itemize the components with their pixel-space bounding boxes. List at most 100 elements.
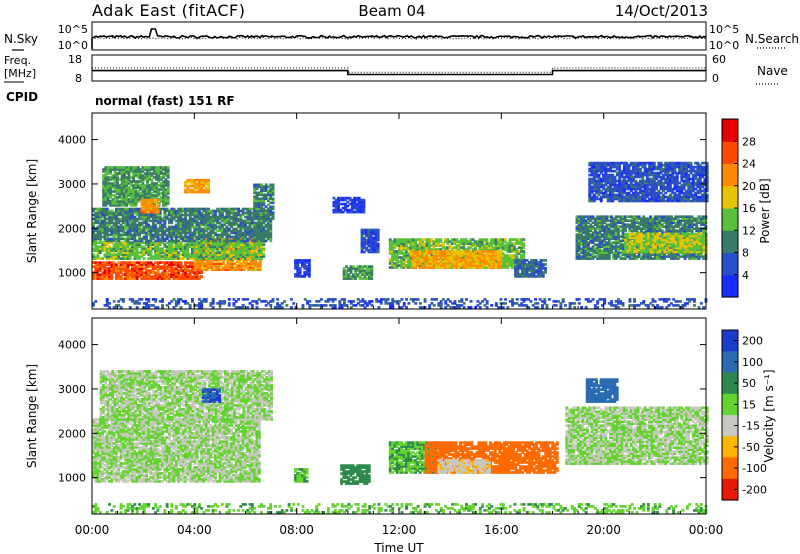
heat-cell bbox=[162, 200, 165, 203]
heat-cell bbox=[96, 277, 100, 280]
heat-cell bbox=[92, 207, 95, 211]
heat-cell bbox=[207, 219, 210, 223]
heat-cell bbox=[147, 245, 151, 248]
heat-cell bbox=[267, 209, 270, 213]
heat-cell bbox=[216, 221, 220, 225]
heat-cell bbox=[179, 209, 183, 213]
heat-cell bbox=[110, 239, 114, 243]
heat-cell bbox=[132, 188, 136, 191]
heat-cell bbox=[195, 277, 199, 280]
heat-cell bbox=[232, 227, 236, 231]
heat-cell bbox=[103, 229, 107, 233]
heat-cell bbox=[128, 225, 132, 229]
heat-cell bbox=[139, 194, 142, 197]
heat-cell bbox=[200, 219, 204, 223]
heat-cell bbox=[214, 241, 217, 244]
heat-cell bbox=[151, 235, 155, 239]
heat-cell bbox=[215, 264, 218, 267]
heat-cell bbox=[200, 247, 204, 250]
heat-cell bbox=[117, 207, 121, 211]
heat-cell bbox=[234, 231, 238, 235]
heat-cell bbox=[184, 188, 187, 192]
heat-cell bbox=[96, 255, 100, 258]
heat-cell bbox=[197, 184, 201, 188]
heat-cell bbox=[133, 261, 137, 264]
heat-cell bbox=[140, 208, 144, 212]
heat-cell bbox=[200, 243, 204, 246]
heat-cell bbox=[166, 192, 170, 195]
heat-cell bbox=[224, 264, 228, 267]
heat-cell bbox=[154, 261, 158, 264]
heat-cell bbox=[116, 192, 119, 195]
heat-cell bbox=[264, 219, 268, 223]
heat-cell bbox=[191, 261, 194, 264]
heat-cell bbox=[220, 227, 224, 231]
heat-cell bbox=[255, 237, 259, 241]
heat-cell bbox=[172, 275, 176, 278]
heat-cell bbox=[152, 188, 156, 191]
heat-cell bbox=[218, 233, 222, 237]
heat-cell bbox=[197, 188, 201, 192]
heat-cell bbox=[110, 277, 114, 280]
heat-cell bbox=[138, 239, 141, 243]
heat-cell bbox=[184, 229, 187, 233]
heat-cell bbox=[260, 221, 263, 225]
heat-cell bbox=[174, 239, 178, 243]
heat-cell bbox=[250, 257, 254, 260]
heat-cell bbox=[211, 237, 215, 241]
heat-cell bbox=[96, 207, 100, 211]
heat-cell bbox=[227, 243, 231, 246]
heat-cell bbox=[197, 213, 201, 217]
freq-panel: Freq. [MHz] 18 8 60 0 Nave bbox=[4, 53, 788, 85]
heat-cell bbox=[127, 170, 131, 173]
heat-cell bbox=[117, 235, 121, 239]
heat-cell bbox=[109, 184, 112, 187]
heat-cell bbox=[154, 219, 158, 223]
heat-cell bbox=[151, 277, 155, 280]
heat-cell bbox=[227, 217, 231, 221]
heat-cell bbox=[218, 253, 222, 256]
heat-cell bbox=[129, 200, 133, 203]
heat-cell bbox=[230, 217, 233, 221]
heat-cell bbox=[212, 264, 216, 267]
heat-cell bbox=[96, 213, 100, 217]
heat-cell bbox=[147, 204, 151, 208]
heat-cell bbox=[155, 186, 159, 189]
frequency-line bbox=[92, 69, 706, 76]
heat-cell bbox=[94, 217, 98, 221]
heat-cell bbox=[244, 257, 247, 260]
heat-cell bbox=[119, 253, 123, 256]
heat-cell bbox=[147, 261, 151, 264]
heat-cell bbox=[232, 247, 236, 250]
heat-cell bbox=[241, 223, 245, 227]
heat-cell bbox=[108, 249, 111, 252]
heat-cell bbox=[242, 262, 246, 265]
heat-cell bbox=[106, 184, 110, 187]
heat-cell bbox=[120, 178, 124, 181]
heat-cell bbox=[193, 182, 197, 186]
heat-cell bbox=[98, 263, 102, 266]
heat-cell bbox=[98, 211, 102, 215]
heat-cell bbox=[186, 229, 190, 233]
heat-cell bbox=[128, 253, 132, 256]
heat-cell bbox=[131, 211, 134, 215]
heat-cell bbox=[232, 217, 236, 221]
heat-cell bbox=[124, 261, 128, 264]
heat-cell bbox=[254, 262, 258, 265]
heat-cell bbox=[118, 184, 122, 187]
heat-cell bbox=[105, 241, 109, 244]
heat-cell bbox=[245, 260, 248, 263]
heat-cell bbox=[181, 229, 185, 233]
heat-cell bbox=[108, 273, 111, 276]
heat-cell bbox=[223, 243, 227, 246]
heat-cell bbox=[127, 176, 131, 179]
heat-cell bbox=[174, 229, 178, 233]
heat-cell bbox=[257, 255, 261, 258]
heat-cell bbox=[234, 217, 238, 221]
heat-cell bbox=[125, 200, 129, 203]
heat-cell bbox=[94, 239, 98, 243]
heat-cell bbox=[117, 257, 121, 260]
heat-cell bbox=[257, 249, 261, 252]
heat-cell bbox=[177, 209, 181, 213]
heat-cell bbox=[118, 188, 122, 191]
